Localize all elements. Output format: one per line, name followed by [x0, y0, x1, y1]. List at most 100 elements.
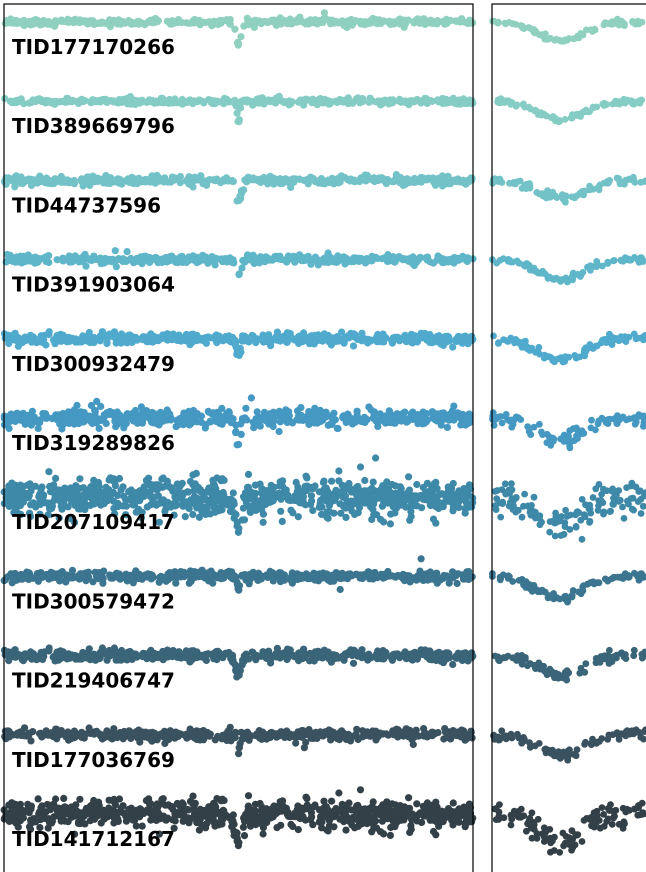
data-point [51, 491, 59, 499]
data-point [163, 17, 171, 25]
data-point [111, 247, 119, 255]
data-point [328, 477, 336, 485]
data-point [87, 17, 95, 25]
data-point [159, 97, 167, 105]
zoom-point [530, 493, 538, 501]
data-point [279, 97, 287, 105]
data-point [377, 97, 385, 105]
data-point [181, 513, 189, 521]
data-point [61, 17, 69, 26]
data-point [370, 413, 378, 421]
data-point [112, 339, 120, 347]
data-point [224, 97, 232, 105]
data-point [197, 412, 205, 420]
data-point [369, 505, 377, 514]
data-point [206, 418, 214, 426]
zoom-point [625, 574, 632, 581]
data-point [347, 175, 355, 183]
data-point [330, 509, 338, 517]
data-point [463, 487, 472, 495]
zoom-point [577, 271, 585, 279]
zoom-point [550, 356, 558, 363]
zoom-point [508, 486, 516, 494]
data-point [443, 99, 452, 107]
zoom-point [600, 510, 607, 518]
data-point [182, 411, 191, 419]
data-point [379, 176, 387, 184]
data-point [150, 334, 158, 342]
zoom-point [568, 114, 576, 122]
data-point [11, 99, 19, 107]
data-point [209, 476, 217, 484]
data-point [86, 339, 94, 347]
data-point [114, 491, 122, 500]
data-point [36, 172, 44, 180]
zoom-point [611, 489, 619, 497]
data-point [430, 338, 438, 346]
data-point [355, 255, 363, 263]
data-point [287, 179, 295, 187]
zoom-point [512, 180, 519, 188]
data-point [189, 330, 197, 338]
zoom-point [586, 519, 593, 526]
data-point [4, 500, 12, 508]
data-point [165, 253, 173, 261]
data-point [175, 175, 183, 184]
data-point [405, 473, 413, 481]
zoom-point [637, 510, 645, 517]
data-point [138, 96, 146, 104]
data-point [237, 420, 245, 428]
zoom-point [556, 276, 564, 284]
data-point [438, 490, 446, 498]
zoom-point [602, 100, 610, 108]
data-point [309, 95, 317, 103]
zoom-point [497, 513, 505, 521]
data-point [53, 18, 61, 26]
data-point [244, 17, 252, 25]
zoom-point [511, 20, 519, 28]
data-point [209, 497, 217, 505]
data-point [320, 15, 328, 23]
data-point [421, 489, 429, 497]
data-point [45, 468, 53, 476]
data-point [387, 492, 395, 500]
zoom-point [608, 18, 616, 25]
zoom-point [522, 584, 530, 591]
data-point [352, 95, 360, 103]
data-point [24, 175, 32, 183]
zoom-point [546, 518, 554, 525]
zoom-point [509, 578, 517, 585]
zoom-point [589, 494, 597, 501]
data-point [89, 172, 97, 180]
data-point [292, 478, 300, 486]
data-point [75, 17, 83, 25]
data-point [369, 478, 377, 486]
zoom-point [589, 578, 597, 586]
data-point [437, 256, 445, 264]
data-point [124, 178, 133, 186]
zoom-point [572, 510, 580, 517]
data-point [247, 503, 255, 512]
data-point [453, 579, 461, 588]
data-point [203, 506, 211, 514]
data-point [372, 454, 380, 462]
zoom-point [561, 116, 569, 123]
data-point [226, 507, 235, 515]
data-point [186, 572, 194, 580]
zoom-point [556, 117, 564, 124]
data-point [276, 14, 284, 22]
data-point [302, 177, 310, 185]
data-point [334, 179, 342, 187]
data-point [419, 408, 427, 416]
data-point [232, 429, 240, 437]
data-point [337, 509, 345, 517]
zoom-point [492, 506, 500, 513]
data-point [365, 18, 373, 26]
data-point [407, 337, 415, 345]
zoom-point [635, 259, 643, 266]
data-point [282, 486, 290, 494]
data-point [460, 179, 468, 187]
data-point [413, 480, 421, 489]
data-point [229, 489, 237, 497]
data-point [134, 335, 142, 343]
